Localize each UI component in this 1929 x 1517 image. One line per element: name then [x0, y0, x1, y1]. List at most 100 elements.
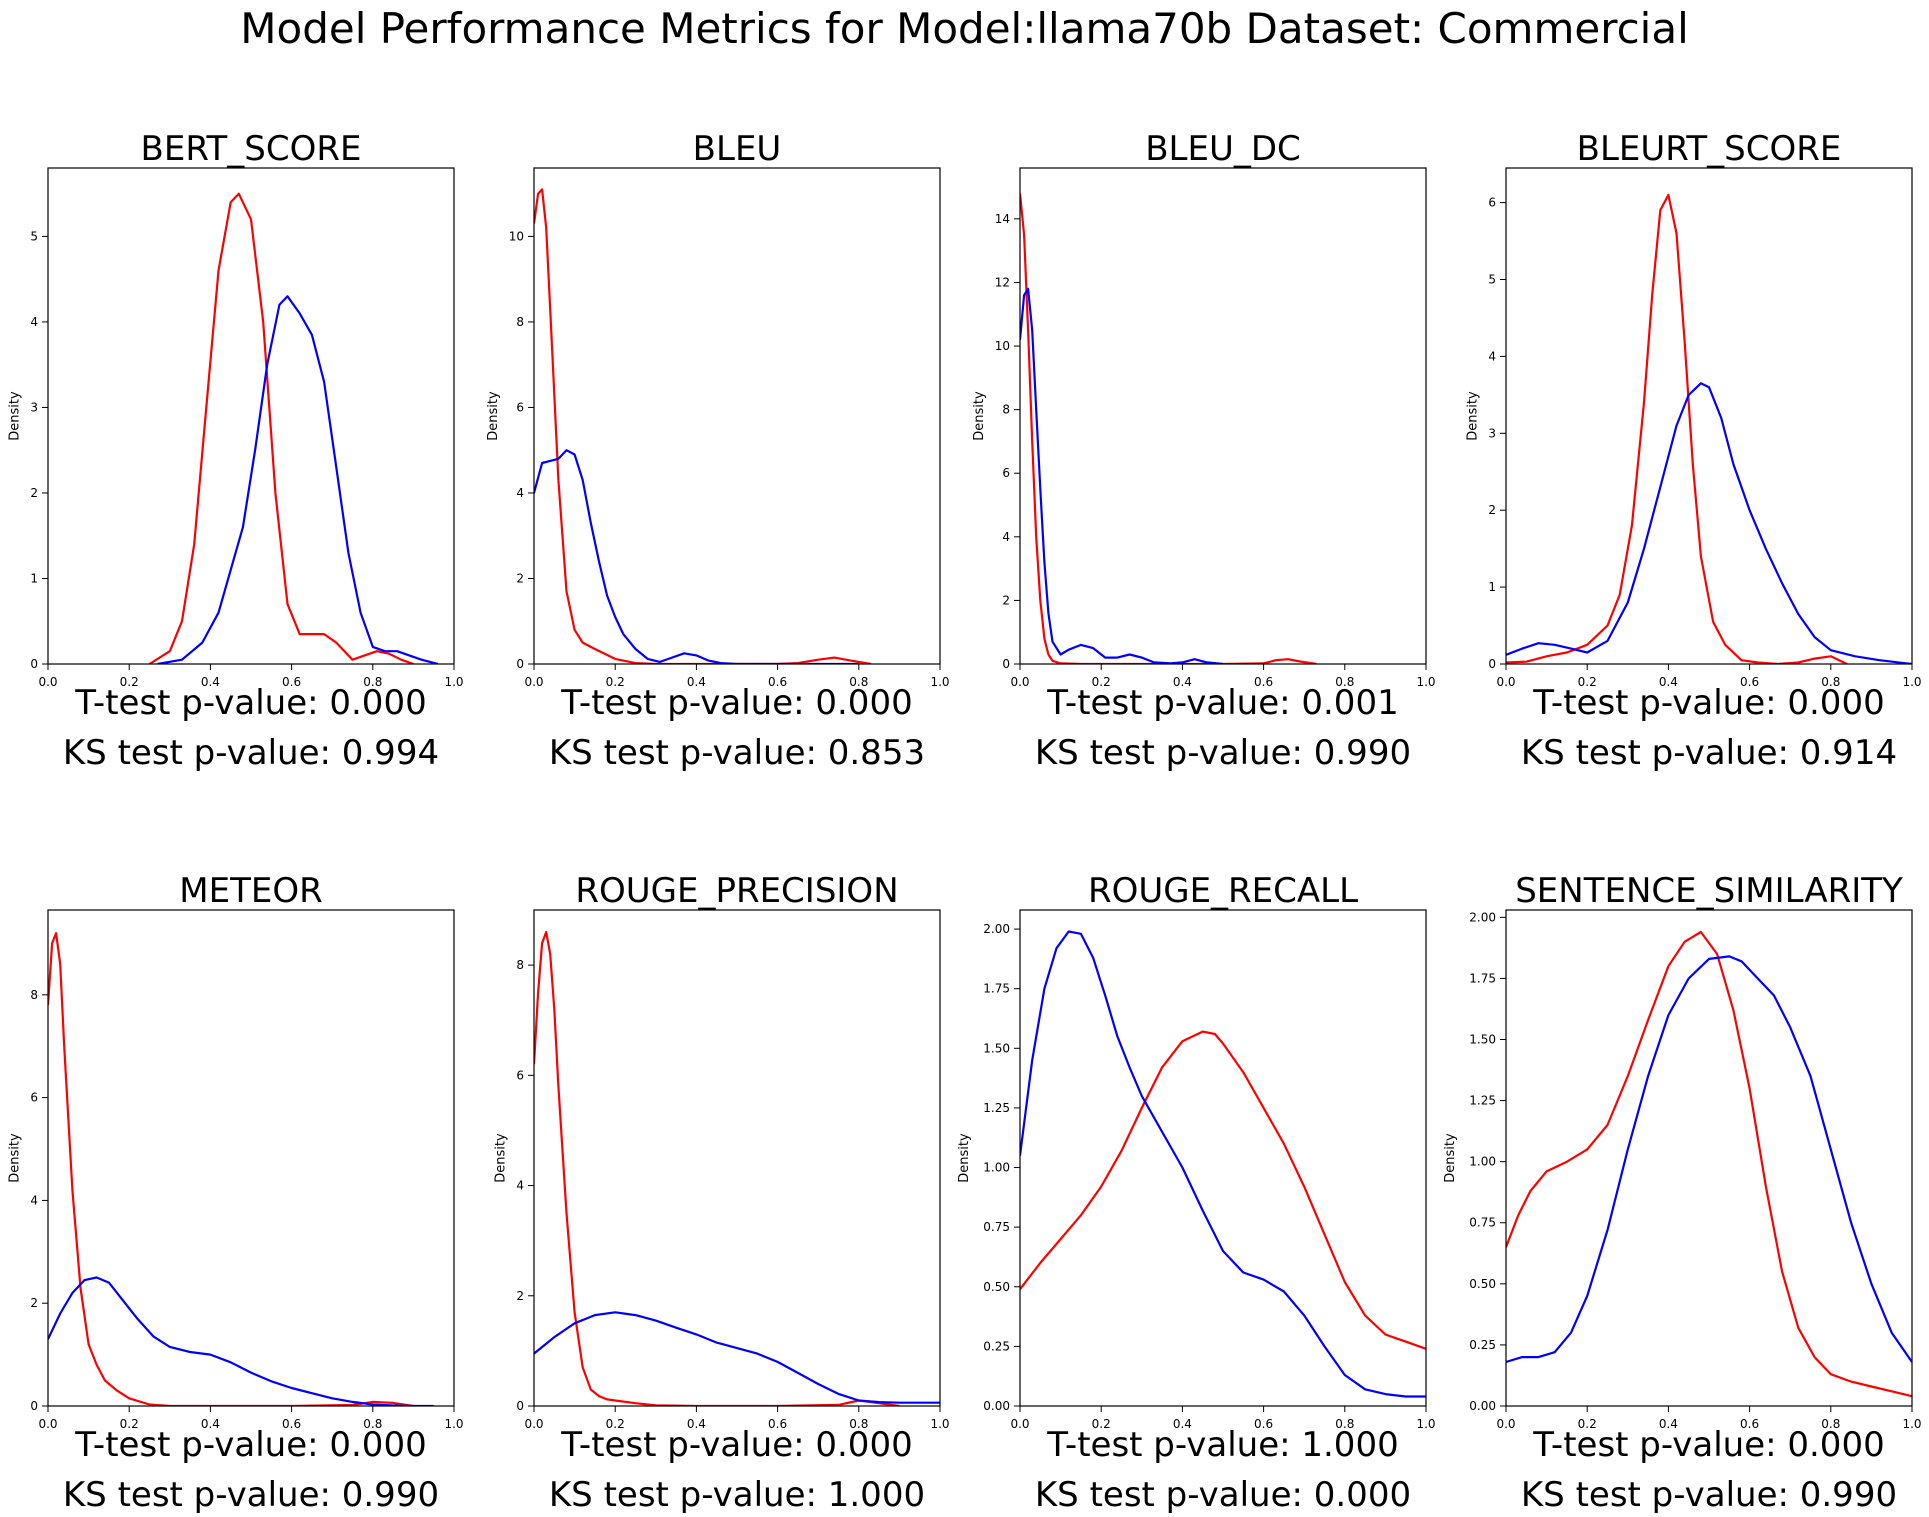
- y-tick-label: 4: [1488, 349, 1496, 363]
- ttest-pvalue: T-test p-value: 0.000: [560, 683, 912, 723]
- x-tick-label: 0.4: [687, 1417, 706, 1431]
- x-tick-label: 0.6: [1740, 1417, 1759, 1431]
- x-tick-label: 1.0: [1416, 1417, 1435, 1431]
- x-tick-label: 0.8: [849, 1417, 868, 1431]
- y-tick-label: 0.50: [983, 1280, 1010, 1294]
- subplot-title: BLEURT_SCORE: [1577, 129, 1842, 169]
- y-tick-label: 1.25: [983, 1101, 1010, 1115]
- x-tick-label: 1.0: [930, 675, 949, 689]
- x-tick-label: 0.6: [282, 1417, 301, 1431]
- y-tick-label: 2: [30, 486, 38, 500]
- x-tick-label: 0.0: [38, 1417, 57, 1431]
- y-tick-label: 6: [516, 1068, 524, 1082]
- x-tick-label: 0.2: [606, 675, 625, 689]
- density-curve-blue: [534, 1311, 940, 1404]
- y-tick-label: 10: [509, 229, 524, 243]
- y-axis-label: Density: [8, 391, 23, 441]
- y-tick-label: 1.00: [1469, 1155, 1496, 1169]
- y-tick-label: 2: [516, 571, 524, 585]
- y-tick-label: 4: [30, 315, 38, 329]
- y-axis-label: Density: [957, 1133, 972, 1183]
- kstest-pvalue: KS test p-value: 0.914: [1521, 733, 1897, 773]
- axes-frame: [47, 909, 455, 1407]
- density-curve-red: [48, 931, 414, 1406]
- density-curve-blue: [48, 1276, 434, 1406]
- x-tick-label: 0.8: [363, 1417, 382, 1431]
- x-tick-label: 1.0: [930, 1417, 949, 1431]
- x-tick-label: 1.0: [1902, 675, 1921, 689]
- axes-frame: [1019, 909, 1427, 1407]
- subplot-rouge-recall: ROUGE_RECALL 0.0 0.2 0.4 0.6 0.8 1.0 0.00 0.25 0.…: [957, 871, 1436, 1515]
- density-curve-blue: [157, 295, 439, 664]
- y-tick-label: 1.75: [983, 982, 1010, 996]
- density-curve-red: [534, 930, 900, 1406]
- x-tick-label: 0.8: [1335, 675, 1354, 689]
- y-tick-label: 8: [30, 988, 38, 1002]
- kstest-pvalue: KS test p-value: 0.990: [1521, 1475, 1897, 1515]
- subplot-title: BLEU: [693, 129, 782, 169]
- x-tick-label: 0.6: [1254, 675, 1273, 689]
- axes-frame: [1505, 909, 1913, 1407]
- y-tick-label: 1.75: [1469, 971, 1496, 985]
- density-curve-red: [1020, 193, 1317, 664]
- x-tick-label: 0.2: [1578, 1417, 1597, 1431]
- x-tick-label: 0.6: [1740, 675, 1759, 689]
- y-tick-label: 1: [30, 571, 38, 585]
- x-tick-label: 0.8: [849, 675, 868, 689]
- y-tick-label: 0.00: [1469, 1399, 1496, 1413]
- density-curve-blue: [1506, 382, 1912, 664]
- x-tick-label: 1.0: [1902, 1417, 1921, 1431]
- y-tick-label: 1.25: [1469, 1094, 1496, 1108]
- y-tick-label: 2: [30, 1296, 38, 1310]
- x-tick-label: 0.2: [1092, 675, 1111, 689]
- x-tick-label: 0.0: [1496, 675, 1515, 689]
- y-tick-label: 8: [516, 958, 524, 972]
- subplot-title: BERT_SCORE: [141, 129, 362, 169]
- subplot-title: ROUGE_PRECISION: [575, 871, 898, 911]
- subplot-bleu: BLEU 0.0 0.2 0.4 0.6 0.8 1.0 0 2 4 6 8 10 Density T-te…: [486, 129, 950, 773]
- axes-frame: [533, 909, 941, 1407]
- x-tick-label: 0.2: [1092, 1417, 1111, 1431]
- y-tick-label: 8: [516, 315, 524, 329]
- y-tick-label: 3: [1488, 426, 1496, 440]
- density-curve-blue: [1020, 930, 1426, 1398]
- figure-title: Model Performance Metrics for Model:llam…: [240, 4, 1689, 53]
- y-tick-label: 6: [30, 1091, 38, 1105]
- y-tick-label: 0: [1488, 657, 1496, 671]
- y-tick-label: 0.50: [1469, 1277, 1496, 1291]
- x-tick-label: 0.0: [1496, 1417, 1515, 1431]
- y-tick-label: 6: [516, 400, 524, 414]
- x-tick-label: 0.4: [201, 1417, 220, 1431]
- y-tick-label: 0.00: [983, 1399, 1010, 1413]
- y-tick-label: 2: [1002, 593, 1010, 607]
- axes-frame: [1019, 167, 1427, 665]
- x-tick-label: 0.2: [606, 1417, 625, 1431]
- y-tick-label: 2: [1488, 503, 1496, 517]
- x-tick-label: 0.6: [768, 1417, 787, 1431]
- x-tick-label: 1.0: [444, 675, 463, 689]
- density-curve-red: [1506, 193, 1848, 664]
- ttest-pvalue: T-test p-value: 0.000: [560, 1425, 912, 1465]
- y-axis-label: Density: [972, 391, 987, 441]
- y-tick-label: 5: [1488, 273, 1496, 287]
- y-tick-label: 1.00: [983, 1161, 1010, 1175]
- subplot-title: BLEU_DC: [1145, 129, 1301, 169]
- x-tick-label: 1.0: [1416, 675, 1435, 689]
- y-tick-label: 0: [1002, 657, 1010, 671]
- y-tick-label: 2.00: [983, 922, 1010, 936]
- x-tick-label: 0.4: [1659, 1417, 1678, 1431]
- y-tick-label: 5: [30, 229, 38, 243]
- y-tick-label: 2.00: [1469, 910, 1496, 924]
- density-curve-red: [1506, 930, 1912, 1398]
- subplot-title: SENTENCE_SIMILARITY: [1515, 871, 1903, 911]
- ttest-pvalue: T-test p-value: 0.000: [74, 1425, 426, 1465]
- x-tick-label: 0.6: [282, 675, 301, 689]
- y-tick-label: 1.50: [983, 1041, 1010, 1055]
- kstest-pvalue: KS test p-value: 0.994: [63, 733, 439, 773]
- y-tick-label: 6: [1488, 196, 1496, 210]
- axes-frame: [1505, 167, 1913, 665]
- x-tick-label: 0.4: [1659, 675, 1678, 689]
- y-tick-label: 3: [30, 400, 38, 414]
- y-tick-label: 4: [1002, 530, 1010, 544]
